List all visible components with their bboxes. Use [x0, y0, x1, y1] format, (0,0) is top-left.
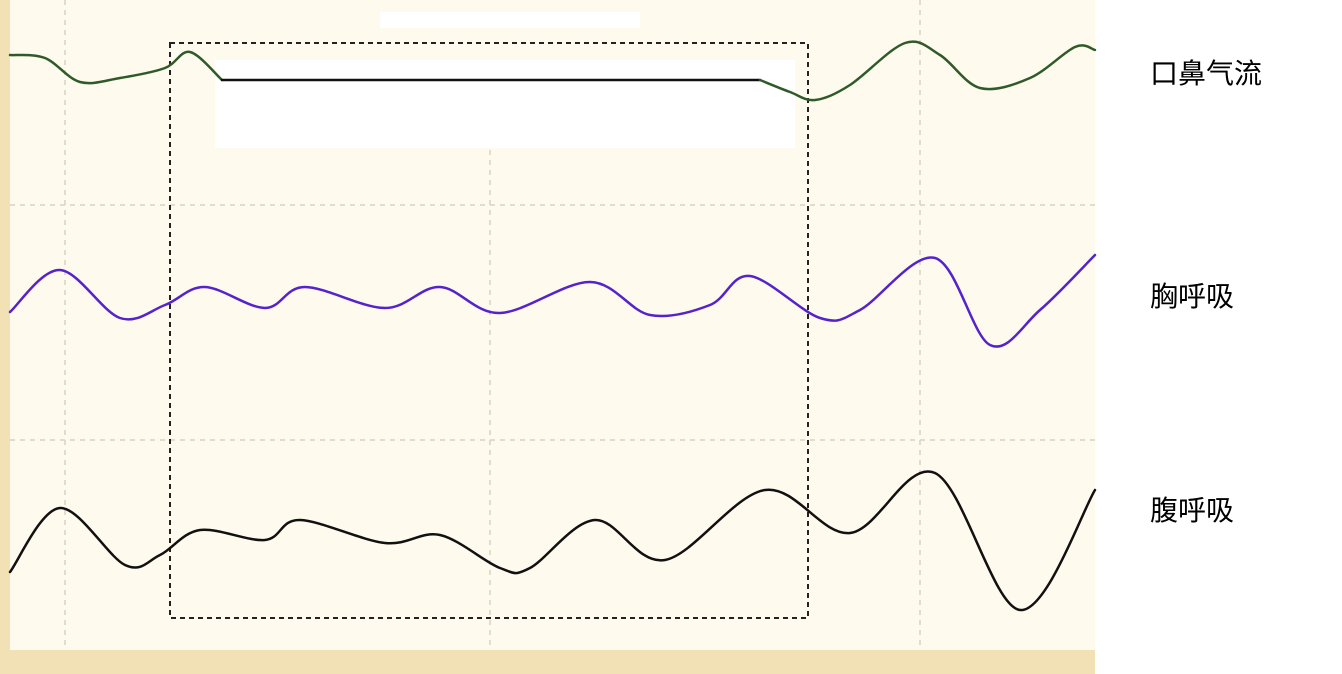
waveform: [8, 470, 1097, 612]
patch: [215, 60, 795, 148]
patch: [380, 12, 640, 28]
signal-label: 腹呼吸: [1150, 494, 1234, 527]
signal-label: 胸呼吸: [1150, 280, 1234, 313]
selection-box: [169, 42, 809, 619]
waveform: [8, 50, 224, 85]
waveforms: [8, 40, 1097, 612]
label-area: [1095, 0, 1342, 674]
waveform: [758, 40, 1097, 102]
waveform: [8, 253, 1097, 348]
signal-label: 口鼻气流: [1150, 57, 1262, 90]
